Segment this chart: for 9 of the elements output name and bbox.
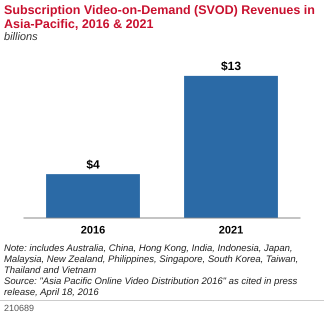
- chart-subtitle: billions: [3, 31, 39, 43]
- data-label: $4: [86, 157, 100, 172]
- source-note: Source: "Asia Pacific Online Video Distribution 2016" as cited in press release, April 18, 2016: [4, 276, 298, 298]
- text: Note: includes Australia, China, Hong Kong, India, Indonesia, Japan, Malaysia, New Zealand, Philippines, Singapore, South Korea, Taiwan, Thailand and Vietnam: [4, 243, 300, 276]
- x-tick-label: 2016: [80, 224, 106, 236]
- data-label: $13: [220, 59, 242, 74]
- chart-title: Subscription Video-on-Demand (SVOD) Revenues in Asia-Pacific, 2016 & 2021: [3, 2, 316, 31]
- x-tick-label: 2021: [218, 224, 244, 236]
- text: 210689: [0, 300, 324, 315]
